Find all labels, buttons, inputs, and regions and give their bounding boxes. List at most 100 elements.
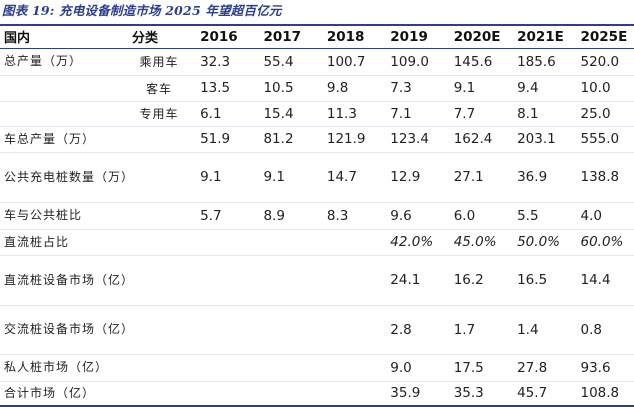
row-label (0, 75, 128, 101)
cell-value (317, 305, 380, 354)
cell-value: 520.0 (571, 48, 634, 75)
cell-value: 32.3 (190, 48, 253, 75)
cell-value: 138.8 (571, 152, 634, 202)
cell-value: 12.9 (380, 152, 443, 202)
row-category: 专用车 (128, 101, 190, 126)
table-row: 直流桩设备市场（亿） 24.1 16.2 16.5 14.4 (0, 255, 634, 305)
cell-value (317, 354, 380, 381)
table-row: 合计市场（亿） 35.9 35.3 45.7 108.8 (0, 381, 634, 406)
cell-value: 45.0% (444, 229, 507, 255)
cell-value: 16.5 (507, 255, 570, 305)
cell-value (317, 255, 380, 305)
row-category (128, 229, 190, 255)
cell-value (317, 229, 380, 255)
cell-value: 121.9 (317, 126, 380, 152)
cell-value: 100.7 (317, 48, 380, 75)
cell-value: 9.0 (380, 354, 443, 381)
header-year: 2020E (444, 25, 507, 48)
cell-value (190, 229, 253, 255)
header-row: 国内 分类 2016 2017 2018 2019 2020E 2021E 20… (0, 25, 634, 48)
cell-value: 108.8 (571, 381, 634, 406)
cell-value (190, 354, 253, 381)
cell-value: 9.8 (317, 75, 380, 101)
cell-value: 15.4 (253, 101, 316, 126)
row-label (0, 101, 128, 126)
table-caption: 图表 19: 充电设备制造市场 2025 年望超百亿元 (0, 0, 634, 24)
cell-value (253, 305, 316, 354)
cell-value: 123.4 (380, 126, 443, 152)
cell-value: 0.8 (571, 305, 634, 354)
cell-value (190, 381, 253, 406)
cell-value: 27.8 (507, 354, 570, 381)
cell-value: 14.4 (571, 255, 634, 305)
table-row: 公共充电桩数量（万） 9.1 9.1 14.7 12.9 27.1 36.9 1… (0, 152, 634, 202)
cell-value: 36.9 (507, 152, 570, 202)
table-row: 私人桩市场（亿） 9.0 17.5 27.8 93.6 (0, 354, 634, 381)
row-label: 车总产量（万） (0, 126, 128, 152)
cell-value: 24.1 (380, 255, 443, 305)
row-category (128, 126, 190, 152)
cell-value: 145.6 (444, 48, 507, 75)
table-row: 总产量（万） 乘用车 32.3 55.4 100.7 109.0 145.6 1… (0, 48, 634, 75)
cell-value: 13.5 (190, 75, 253, 101)
table-row: 车总产量（万） 51.9 81.2 121.9 123.4 162.4 203.… (0, 126, 634, 152)
cell-value: 11.3 (317, 101, 380, 126)
header-year: 2025E (571, 25, 634, 48)
row-category (128, 305, 190, 354)
row-label: 私人桩市场（亿） (0, 354, 128, 381)
cell-value: 203.1 (507, 126, 570, 152)
cell-value: 10.0 (571, 75, 634, 101)
cell-value: 81.2 (253, 126, 316, 152)
cell-value (190, 255, 253, 305)
cell-value: 109.0 (380, 48, 443, 75)
row-label: 直流桩占比 (0, 229, 128, 255)
cell-value: 25.0 (571, 101, 634, 126)
row-label: 总产量（万） (0, 48, 128, 75)
cell-value: 9.6 (380, 202, 443, 229)
cell-value: 42.0% (380, 229, 443, 255)
cell-value: 51.9 (190, 126, 253, 152)
cell-value (253, 354, 316, 381)
header-year: 2021E (507, 25, 570, 48)
cell-value: 7.7 (444, 101, 507, 126)
row-label: 交流桩设备市场（亿） (0, 305, 128, 354)
cell-value: 8.9 (253, 202, 316, 229)
table-row: 直流桩占比 42.0% 45.0% 50.0% 60.0% (0, 229, 634, 255)
table-row: 专用车 6.1 15.4 11.3 7.1 7.7 8.1 25.0 (0, 101, 634, 126)
cell-value: 10.5 (253, 75, 316, 101)
row-label: 直流桩设备市场（亿） (0, 255, 128, 305)
cell-value: 5.7 (190, 202, 253, 229)
cell-value (253, 255, 316, 305)
table-row: 客车 13.5 10.5 9.8 7.3 9.1 9.4 10.0 (0, 75, 634, 101)
row-category: 乘用车 (128, 48, 190, 75)
row-category (128, 354, 190, 381)
cell-value: 93.6 (571, 354, 634, 381)
cell-value: 9.4 (507, 75, 570, 101)
cell-value (190, 305, 253, 354)
header-year: 2018 (317, 25, 380, 48)
row-label: 合计市场（亿） (0, 381, 128, 406)
row-label: 车与公共桩比 (0, 202, 128, 229)
header-category: 分类 (128, 25, 190, 48)
cell-value: 8.1 (507, 101, 570, 126)
row-category (128, 255, 190, 305)
table-row: 交流桩设备市场（亿） 2.8 1.7 1.4 0.8 (0, 305, 634, 354)
cell-value: 1.7 (444, 305, 507, 354)
cell-value: 55.4 (253, 48, 316, 75)
cell-value (317, 381, 380, 406)
cell-value: 4.0 (571, 202, 634, 229)
row-category (128, 381, 190, 406)
cell-value: 2.8 (380, 305, 443, 354)
row-label: 公共充电桩数量（万） (0, 152, 128, 202)
cell-value (253, 229, 316, 255)
cell-value: 14.7 (317, 152, 380, 202)
cell-value: 7.3 (380, 75, 443, 101)
cell-value: 6.1 (190, 101, 253, 126)
cell-value: 555.0 (571, 126, 634, 152)
cell-value (253, 381, 316, 406)
row-category: 客车 (128, 75, 190, 101)
cell-value: 5.5 (507, 202, 570, 229)
cell-value: 9.1 (253, 152, 316, 202)
cell-value: 27.1 (444, 152, 507, 202)
cell-value: 35.9 (380, 381, 443, 406)
